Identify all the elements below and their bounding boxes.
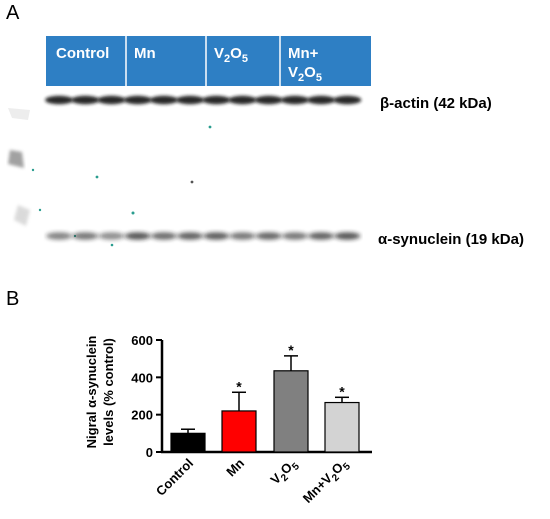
beta-actin-band	[228, 95, 257, 105]
beta-actin-band	[45, 95, 74, 105]
x-category-label: V2O5	[267, 455, 302, 490]
alpha-synuclein-band	[334, 232, 361, 240]
speck	[38, 208, 42, 212]
alpha-synuclein-band-row	[46, 232, 361, 240]
y-axis-label-line1: Nigral α-synuclein	[84, 336, 99, 449]
bar	[324, 401, 360, 453]
panel-a-letter: A	[6, 2, 20, 24]
beta-actin-band	[307, 95, 336, 105]
alpha-synuclein-band	[308, 232, 335, 240]
speck	[95, 175, 99, 179]
beta-actin-band	[123, 95, 152, 105]
blot-header-background	[46, 36, 371, 86]
alpha-synuclein-band	[98, 232, 125, 240]
significance-marker: *	[339, 383, 345, 399]
alpha-synuclein-band	[229, 232, 256, 240]
header-group-v2o5: V2O5	[214, 45, 248, 65]
speck	[131, 211, 135, 215]
ladder-smear	[14, 205, 30, 226]
beta-actin-band	[71, 95, 100, 105]
beta-actin-band	[254, 95, 283, 105]
speck	[31, 168, 35, 172]
chart-bars: * * *	[170, 342, 360, 453]
x-category-label: Mn+V2O5	[300, 455, 354, 509]
alpha-synuclein-band	[72, 232, 99, 240]
alpha-synuclein-band	[150, 232, 177, 240]
alpha-synuclein-band	[203, 232, 230, 240]
alpha-synuclein-band	[46, 232, 73, 240]
y-axis-label-line2: levels (% control)	[101, 338, 116, 446]
bar-chart: Nigral α-synuclein levels (% control) 0 2…	[84, 333, 372, 509]
alpha-synuclein-band	[124, 232, 151, 240]
speck	[110, 243, 114, 247]
significance-marker: *	[236, 378, 242, 394]
beta-actin-band	[333, 95, 362, 105]
western-blot-panel: Control Mn V2O5 Mn+ V2O5 β-actin (42 kDa…	[8, 36, 524, 248]
y-tick-label: 400	[131, 370, 153, 385]
x-category-label: Mn	[223, 455, 247, 479]
speck	[208, 125, 212, 129]
alpha-synuclein-label: α-synuclein (19 kDa)	[378, 231, 524, 248]
header-group-mn: Mn	[134, 45, 156, 62]
beta-actin-band	[97, 95, 126, 105]
beta-actin-band	[176, 95, 205, 105]
speck	[190, 180, 194, 184]
beta-actin-band	[202, 95, 231, 105]
bar	[273, 370, 309, 453]
bar	[221, 410, 257, 453]
bar	[170, 432, 206, 453]
header-group-mn-v2o5-line1: Mn+	[288, 45, 319, 62]
ladder-smear	[8, 108, 30, 120]
significance-marker: *	[288, 342, 294, 358]
beta-actin-band	[280, 95, 309, 105]
beta-actin-band-row	[45, 95, 362, 105]
header-group-mn-v2o5-line2: V2O5	[288, 64, 322, 84]
beta-actin-band	[149, 95, 178, 105]
ladder-smear	[8, 150, 24, 168]
alpha-synuclein-band	[255, 232, 282, 240]
y-tick-label: 200	[131, 408, 153, 423]
header-group-control: Control	[56, 45, 109, 62]
membrane-marks	[8, 108, 212, 247]
beta-actin-label: β-actin (42 kDa)	[380, 95, 492, 112]
alpha-synuclein-band	[177, 232, 204, 240]
y-tick-label: 0	[146, 445, 153, 460]
y-tick-label: 600	[131, 333, 153, 348]
x-category-label: Control	[153, 456, 196, 499]
y-axis-label: Nigral α-synuclein levels (% control)	[84, 336, 116, 449]
panel-b-letter: B	[6, 288, 20, 310]
blot-header: Control Mn V2O5 Mn+ V2O5	[46, 36, 371, 86]
alpha-synuclein-band	[281, 232, 308, 240]
